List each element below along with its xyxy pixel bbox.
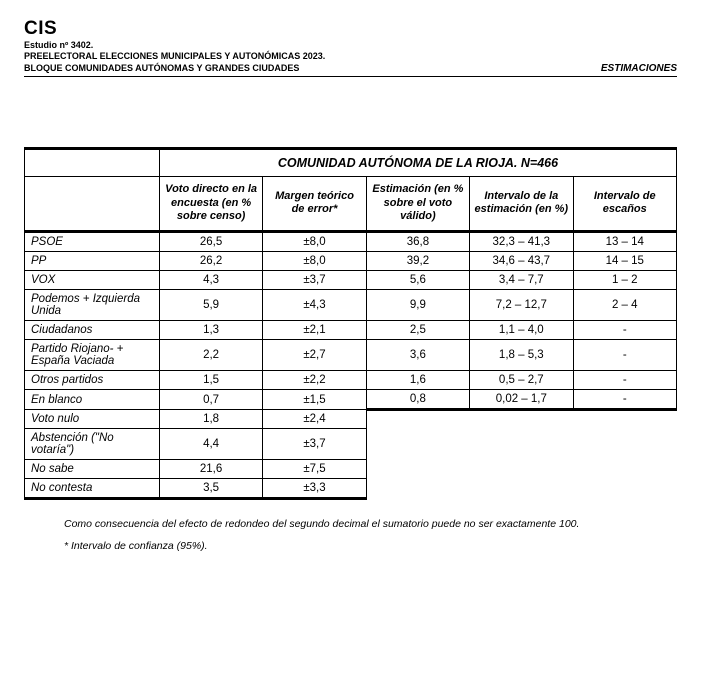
footnote-1: Como consecuencia del efecto de redondeo… [64,518,677,530]
cell: ±8,0 [263,252,366,271]
cell: 39,2 [366,252,469,271]
cell: 1,5 [159,371,262,390]
row-label: Otros partidos [25,371,160,390]
cell: 2 – 4 [573,290,676,321]
cell: 3,6 [366,340,469,371]
col-head-3: Estimación (en % sobre el voto válido) [366,176,469,231]
cell: 21,6 [159,460,262,479]
table-container: COMUNIDAD AUTÓNOMA DE LA RIOJA. N=466 Vo… [24,147,677,500]
cell: 26,5 [159,232,262,252]
cell: 4,4 [159,429,262,460]
row-label: PP [25,252,160,271]
study-block: Estudio nº 3402. PREELECTORAL ELECCIONES… [24,40,325,74]
row-label: No contesta [25,479,160,499]
cell: - [573,321,676,340]
cell: ±2,7 [263,340,366,371]
subheader: Estudio nº 3402. PREELECTORAL ELECCIONES… [24,40,677,74]
cell: 36,8 [366,232,469,252]
study-line-2: PREELECTORAL ELECCIONES MUNICIPALES Y AU… [24,51,325,62]
cell: ±8,0 [263,232,366,252]
cell: 32,3 – 41,3 [470,232,573,252]
estimates-table: COMUNIDAD AUTÓNOMA DE LA RIOJA. N=466 Vo… [24,147,677,500]
cell: 2,2 [159,340,262,371]
cell: 0,7 [159,390,262,410]
cell: 1,8 [159,410,262,429]
cell: 5,9 [159,290,262,321]
cell: 34,6 – 43,7 [470,252,573,271]
page-tag: ESTIMACIONES [601,63,677,74]
cell: 1,8 – 5,3 [470,340,573,371]
study-line-3: BLOQUE COMUNIDADES AUTÓNOMAS Y GRANDES C… [24,63,325,74]
row-label: Abstención ("No votaría") [25,429,160,460]
col-head-4: Intervalo de la estimación (en %) [470,176,573,231]
cell: 1,1 – 4,0 [470,321,573,340]
brand: CIS [24,18,677,40]
cell: ±3,7 [263,429,366,460]
corner-cell-2 [25,176,160,231]
cell: 4,3 [159,271,262,290]
cell: 1,3 [159,321,262,340]
row-label: No sabe [25,460,160,479]
cell: 3,4 – 7,7 [470,271,573,290]
col-head-1: Voto directo en la encuesta (en % sobre … [159,176,262,231]
row-label: En blanco [25,390,160,410]
cell: 1 – 2 [573,271,676,290]
cell: - [573,340,676,371]
cell: 0,02 – 1,7 [470,390,573,410]
cell: ±3,7 [263,271,366,290]
cell: - [573,390,676,410]
cell: 0,8 [366,390,469,410]
row-label: Podemos + Izquierda Unida [25,290,160,321]
cell: ±4,3 [263,290,366,321]
footnote-2: * Intervalo de confianza (95%). [64,540,677,552]
cell: ±7,5 [263,460,366,479]
row-label: Voto nulo [25,410,160,429]
row-label: PSOE [25,232,160,252]
cell: 7,2 – 12,7 [470,290,573,321]
cell: 0,5 – 2,7 [470,371,573,390]
cell: ±2,2 [263,371,366,390]
doc-header: CIS Estudio nº 3402. PREELECTORAL ELECCI… [24,18,677,77]
row-label: VOX [25,271,160,290]
cell: 3,5 [159,479,262,499]
cell: ±2,4 [263,410,366,429]
cell: 13 – 14 [573,232,676,252]
col-head-5: Intervalo de escaños [573,176,676,231]
cell: ±1,5 [263,390,366,410]
row-label: Ciudadanos [25,321,160,340]
cell: 5,6 [366,271,469,290]
cell: 14 – 15 [573,252,676,271]
table-title: COMUNIDAD AUTÓNOMA DE LA RIOJA. N=466 [159,148,676,176]
cell: 9,9 [366,290,469,321]
cell: ±3,3 [263,479,366,499]
col-head-2: Margen teórico de error* [263,176,366,231]
study-line-1: Estudio nº 3402. [24,40,325,51]
footnotes: Como consecuencia del efecto de redondeo… [64,518,677,552]
cell: 1,6 [366,371,469,390]
cell: 26,2 [159,252,262,271]
row-label: Partido Riojano- + España Vaciada [25,340,160,371]
cell: 2,5 [366,321,469,340]
corner-cell [25,148,160,176]
cell: - [573,371,676,390]
table-body: PSOE26,5±8,036,832,3 – 41,313 – 14 PP26,2… [25,232,677,499]
cell: ±2,1 [263,321,366,340]
